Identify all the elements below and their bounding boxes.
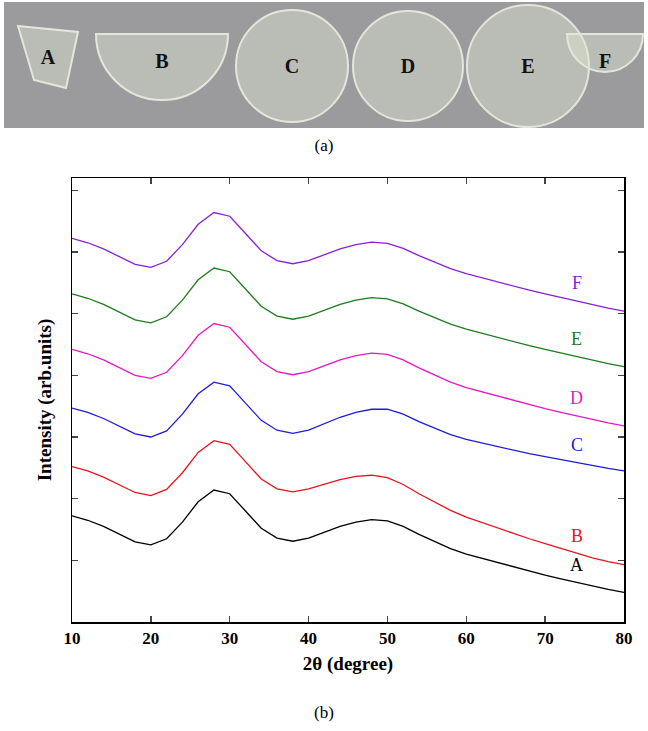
svg-text:10: 10 bbox=[64, 629, 81, 648]
svg-text:E: E bbox=[521, 55, 534, 77]
svg-text:Intensity (arb.units): Intensity (arb.units) bbox=[34, 319, 56, 482]
svg-text:70: 70 bbox=[537, 629, 554, 648]
html-text:(a): (a) bbox=[314, 136, 334, 155]
svg-text:80: 80 bbox=[616, 629, 633, 648]
svg-text:50: 50 bbox=[379, 629, 396, 648]
svg-text:A: A bbox=[570, 555, 583, 575]
svg-text:2θ (degree): 2θ (degree) bbox=[303, 653, 393, 675]
svg-text:A: A bbox=[41, 46, 56, 68]
svg-text:D: D bbox=[401, 55, 415, 77]
svg-text:B: B bbox=[571, 526, 583, 546]
svg-text:C: C bbox=[571, 435, 583, 455]
html-text:(b): (b) bbox=[314, 703, 334, 722]
svg-text:F: F bbox=[599, 50, 611, 72]
svg-text:20: 20 bbox=[142, 629, 159, 648]
svg-text:40: 40 bbox=[300, 629, 317, 648]
svg-text:B: B bbox=[155, 50, 168, 72]
svg-text:30: 30 bbox=[221, 629, 238, 648]
svg-text:60: 60 bbox=[458, 629, 475, 648]
svg-text:E: E bbox=[571, 329, 582, 349]
svg-text:D: D bbox=[570, 388, 583, 408]
svg-text:F: F bbox=[572, 273, 582, 293]
svg-text:C: C bbox=[285, 55, 299, 77]
